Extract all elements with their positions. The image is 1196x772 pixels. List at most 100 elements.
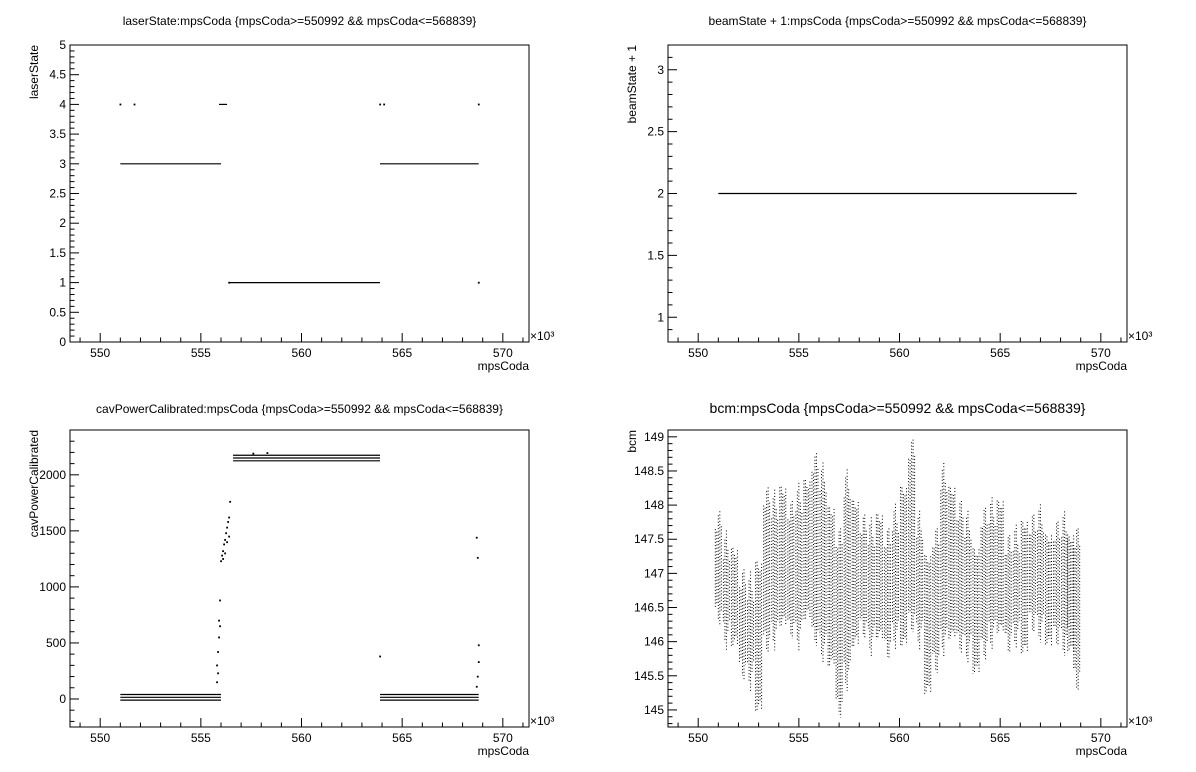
y-tick-label: 3 [657, 63, 664, 77]
data-point [217, 651, 219, 653]
data-point [477, 661, 480, 663]
x-axis-label: mpsCoda [478, 744, 530, 758]
x-tick-label: 565 [990, 346, 1010, 360]
y-axis-label: cavPowerCalibrated [27, 430, 41, 537]
y-tick-label: 500 [46, 636, 66, 650]
data-point [218, 636, 220, 639]
data-point [477, 644, 480, 647]
x-tick-label: 550 [90, 346, 110, 360]
y-tick-label: 1000 [39, 580, 66, 594]
x-tick-label: 560 [889, 731, 909, 745]
x-multiplier: ×10³ [530, 329, 554, 343]
data-point [225, 532, 228, 535]
data-point [379, 655, 382, 658]
chart-title: bcm:mpsCoda {mpsCoda>=550992 && mpsCoda<… [710, 400, 1086, 416]
y-tick-label: 0 [59, 692, 66, 706]
plot-frame [69, 44, 530, 343]
y-tick-label: 147 [644, 566, 664, 580]
y-tick-label: 148 [644, 498, 664, 512]
x-tick-label: 550 [90, 731, 110, 745]
y-tick-label: 3 [59, 157, 66, 171]
x-tick-label: 550 [688, 731, 708, 745]
x-axis-label: mpsCoda [1076, 359, 1128, 373]
x-multiplier: ×10³ [530, 714, 554, 728]
data-point [222, 558, 224, 560]
data-point [119, 103, 122, 106]
data-point [229, 500, 232, 503]
data-point [223, 543, 226, 546]
x-tick-label: 555 [789, 731, 809, 745]
x-tick-label: 570 [1091, 346, 1111, 360]
y-tick-label: 145.5 [634, 669, 664, 683]
chart-title: laserState:mpsCoda {mpsCoda>=550992 && m… [123, 14, 477, 28]
y-tick-label: 1 [59, 276, 66, 290]
data-point [252, 452, 255, 455]
data-point [227, 521, 230, 523]
x-tick-label: 555 [789, 346, 809, 360]
data-point [216, 664, 218, 667]
y-tick-label: 1.5 [647, 248, 664, 262]
y-tick-label: 2.5 [647, 125, 664, 139]
y-tick-label: 1500 [39, 524, 66, 538]
data-point [222, 550, 224, 553]
y-tick-label: 146.5 [634, 601, 664, 615]
y-tick-label: 147.5 [634, 532, 664, 546]
y-axis-label: laserState [27, 45, 41, 99]
data-point [228, 516, 231, 519]
data-point [266, 452, 269, 454]
data-point [228, 281, 231, 284]
chart-title: cavPowerCalibrated:mpsCoda {mpsCoda>=550… [96, 402, 503, 416]
y-tick-label: 0 [59, 335, 66, 349]
data-point [220, 560, 222, 563]
x-multiplier: ×10³ [1128, 329, 1152, 343]
y-tick-label: 2000 [39, 468, 66, 482]
data-point [224, 552, 227, 555]
data-point [218, 619, 220, 622]
data-point [226, 541, 229, 544]
y-tick-label: 145 [644, 703, 664, 717]
data-point [476, 556, 479, 559]
x-tick-label: 570 [1091, 731, 1111, 745]
data-point [217, 672, 219, 675]
x-tick-label: 555 [191, 731, 211, 745]
data-point [477, 281, 480, 284]
y-tick-label: 1.5 [49, 246, 66, 260]
x-multiplier: ×10³ [1128, 714, 1152, 728]
data-point [476, 675, 479, 678]
x-tick-label: 570 [493, 731, 513, 745]
y-tick-label: 1 [657, 310, 664, 324]
x-tick-label: 560 [291, 731, 311, 745]
x-tick-label: 570 [493, 346, 513, 360]
chart-panel-2: beamState + 1:mpsCoda {mpsCoda>=550992 &… [625, 14, 1152, 373]
data-point [383, 103, 386, 106]
chart-title: beamState + 1:mpsCoda {mpsCoda>=550992 &… [709, 14, 1087, 28]
x-axis-label: mpsCoda [478, 359, 530, 373]
y-tick-label: 0.5 [49, 305, 66, 319]
x-tick-label: 555 [191, 346, 211, 360]
y-tick-label: 148.5 [634, 464, 664, 478]
y-tick-label: 4 [59, 97, 66, 111]
data-point [475, 536, 478, 539]
x-tick-label: 560 [291, 346, 311, 360]
data-point [228, 535, 231, 538]
y-axis-label: bcm [625, 430, 639, 453]
x-tick-label: 565 [990, 731, 1010, 745]
y-tick-label: 2 [59, 216, 66, 230]
y-tick-label: 149 [644, 430, 664, 444]
data-point [133, 103, 136, 106]
data-point [477, 103, 480, 106]
y-tick-label: 3.5 [49, 127, 66, 141]
data-point [379, 103, 382, 106]
y-tick-label: 4.5 [49, 68, 66, 82]
data-point [226, 526, 229, 529]
plot-frame [667, 429, 1128, 728]
data-point [475, 685, 478, 688]
data-point [224, 539, 227, 541]
chart-panel-1: laserState:mpsCoda {mpsCoda>=550992 && m… [27, 14, 554, 373]
x-tick-label: 560 [889, 346, 909, 360]
x-axis-label: mpsCoda [1076, 744, 1128, 758]
y-axis-label: beamState + 1 [625, 45, 639, 124]
chart-panel-4: bcm:mpsCoda {mpsCoda>=550992 && mpsCoda<… [625, 400, 1152, 758]
data-point [219, 599, 221, 602]
